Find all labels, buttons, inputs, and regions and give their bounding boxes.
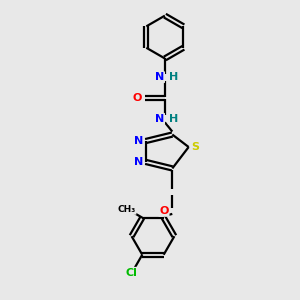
Text: CH₃: CH₃ xyxy=(118,205,136,214)
Text: N: N xyxy=(155,72,164,82)
Text: N: N xyxy=(155,114,164,124)
Text: H: H xyxy=(169,72,178,82)
Text: O: O xyxy=(133,93,142,103)
Text: Cl: Cl xyxy=(126,268,138,278)
Text: H: H xyxy=(169,114,178,124)
Text: N: N xyxy=(134,136,144,146)
Text: O: O xyxy=(159,206,169,216)
Text: S: S xyxy=(191,142,199,152)
Text: N: N xyxy=(134,157,144,167)
